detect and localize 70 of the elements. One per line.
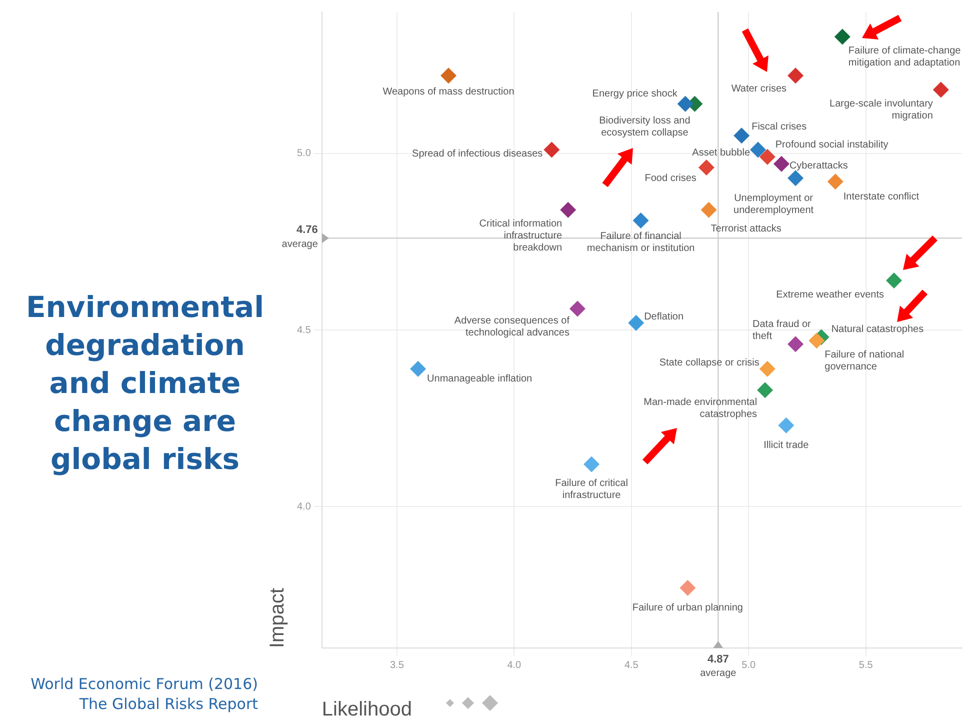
y-tick-label: 4.5 [296, 324, 312, 336]
series-label: Water crises [731, 83, 787, 94]
point [808, 332, 825, 349]
ref-line-label: 4.76 average [282, 224, 318, 250]
series-label: Adverse consequences of technological advances [454, 316, 570, 339]
series-label: State collapse or crisis [659, 358, 760, 369]
series-label: Profound social instability [775, 140, 888, 151]
series-label: Energy price shock [592, 88, 678, 100]
series-label: Terrorist attacks [710, 224, 782, 235]
x-tick-label: 5.0 [742, 660, 756, 671]
point [560, 202, 576, 218]
series-label: Food crises [644, 173, 696, 184]
series-label: Failure of urban planning [632, 602, 743, 614]
series-label: Weapons of mass destruction [382, 86, 514, 98]
point [544, 142, 560, 158]
series-label: Cyberattacks [789, 160, 848, 172]
series-label: Natural catastrophes [831, 324, 924, 335]
series-label: Man-made environmental catastrophes [644, 396, 758, 420]
series-label: Deflation [644, 312, 684, 323]
point [569, 300, 586, 317]
point [759, 360, 776, 377]
text: World Economic Forum (2016) The Global Risks Report [30, 674, 258, 714]
series-label: Failure of national governance [824, 349, 904, 372]
point [788, 336, 804, 352]
x-axis-title: Likelihood [322, 698, 412, 721]
x-tick-label: 5.5 [858, 660, 874, 671]
point [734, 128, 750, 144]
series-label: Failure of critical infrastructure [555, 478, 628, 502]
point [632, 212, 649, 228]
point [759, 148, 776, 165]
series-label: Fiscal crises [752, 121, 807, 132]
point [932, 82, 949, 98]
y-tick-label: 4.0 [296, 501, 312, 512]
point [773, 156, 790, 172]
series-label: Data fraud or theft [752, 318, 812, 342]
point [700, 202, 717, 218]
y-axis-title: Impact [266, 588, 289, 648]
point [410, 360, 426, 377]
series-label: Biodiversity loss and ecosystem collapse [599, 116, 690, 139]
series-label: Critical information infrastructure breakdown [479, 218, 563, 254]
series-label: Asset bubble [692, 148, 750, 159]
point [584, 456, 600, 472]
series-label: Extreme weather events [776, 289, 884, 300]
series-label: Interstate conflict [843, 191, 920, 202]
series-label: Failure of climate-change mitigation and adaptation [848, 45, 962, 68]
point [680, 580, 696, 596]
point [886, 272, 902, 289]
point [827, 174, 844, 190]
point [628, 314, 644, 331]
series-label: Unemployment or underemployment [734, 192, 814, 216]
point [788, 68, 804, 84]
x-tick-label: 3.5 [390, 660, 404, 671]
series-label: Large-scale involuntary migration [830, 98, 933, 122]
series-label: Failure of financial mechanism or institution [586, 231, 695, 254]
point [834, 28, 850, 45]
x-tick-label: 4.0 [507, 660, 522, 671]
series-label: Illicit trade [764, 440, 810, 452]
ref-line-label: 4.87 average [700, 654, 737, 679]
point [677, 96, 694, 112]
point [757, 382, 774, 398]
text: Environmental degradation and climate change are global risks [24, 289, 266, 478]
point [698, 159, 714, 176]
point [750, 142, 766, 158]
series-label: Spread of infectious diseases [412, 148, 543, 160]
point [440, 68, 457, 84]
point [778, 417, 794, 434]
point [788, 170, 804, 186]
y-tick-label: 5.0 [296, 148, 312, 160]
x-tick-label: 4.5 [624, 660, 639, 671]
series-label: Unmanageable inflation [427, 374, 532, 385]
